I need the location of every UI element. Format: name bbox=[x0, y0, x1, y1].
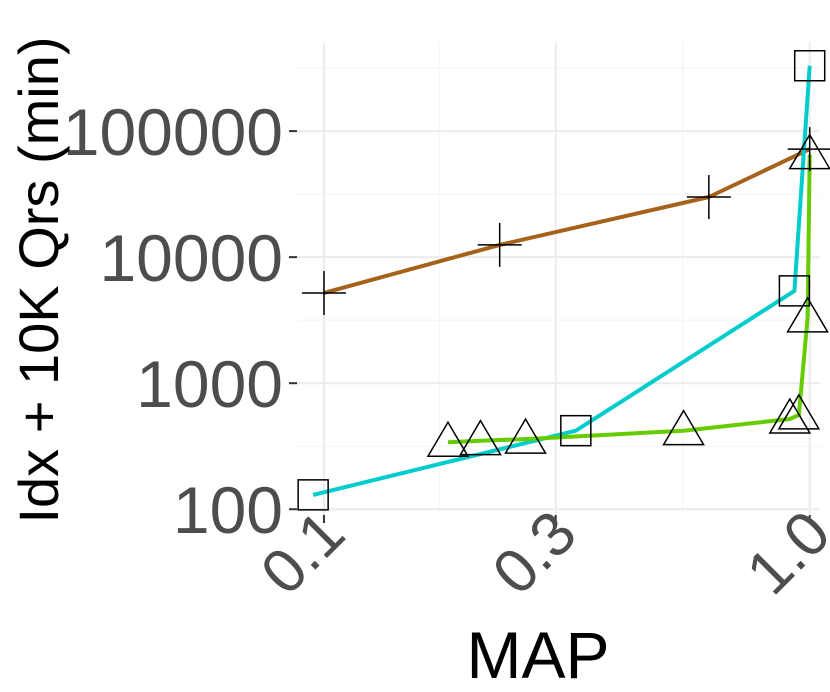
data-point-triangle bbox=[786, 296, 829, 333]
y-tick-label: 10000 bbox=[99, 221, 283, 295]
x-axis-title: MAP bbox=[466, 618, 609, 692]
data-point-triangle bbox=[768, 397, 812, 434]
data-point-plus bbox=[477, 222, 522, 267]
data-point-square bbox=[778, 275, 811, 307]
series-line-1 bbox=[323, 147, 811, 295]
data-point-triangle bbox=[459, 419, 502, 456]
data-point-square bbox=[560, 414, 592, 447]
data-point-square bbox=[297, 479, 329, 511]
y-tick-label: 100 bbox=[173, 473, 283, 547]
data-point-triangle bbox=[777, 393, 821, 430]
series-line-2 bbox=[312, 65, 812, 497]
y-tick-label: 100000 bbox=[63, 95, 283, 169]
series-layer bbox=[297, 49, 830, 511]
y-tick-label: 1000 bbox=[136, 347, 283, 421]
data-point-square bbox=[793, 49, 826, 82]
data-point-plus bbox=[686, 175, 731, 220]
x-tick-label: 0.3 bbox=[480, 498, 590, 608]
data-point-triangle bbox=[662, 409, 705, 446]
y-axis-title: Idx + 10K Qrs (min) bbox=[7, 36, 70, 523]
data-point-triangle bbox=[788, 133, 830, 170]
data-point-triangle bbox=[504, 417, 547, 454]
x-tick-label: 1.0 bbox=[734, 498, 830, 608]
data-point-plus bbox=[301, 270, 346, 315]
data-point-triangle bbox=[426, 420, 470, 457]
series-line-3 bbox=[447, 154, 812, 445]
